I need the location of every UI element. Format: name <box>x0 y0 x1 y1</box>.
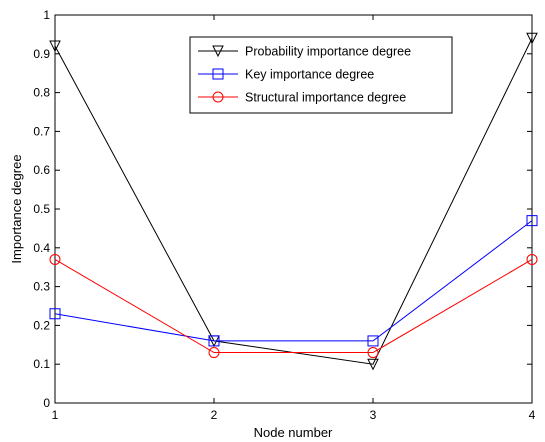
data-point <box>49 40 61 53</box>
data-point <box>526 215 538 227</box>
data-point <box>49 308 61 320</box>
series-line <box>54 220 533 342</box>
x-axis: 1 2 3 4 <box>52 15 536 422</box>
legend: Probability importance degree Key importa… <box>189 36 453 114</box>
x-tick-label: 2 <box>211 408 218 422</box>
y-tick-label: 0.7 <box>33 124 50 138</box>
series-layer <box>49 32 538 371</box>
legend-marker <box>212 91 224 103</box>
y-tick-label: 0.2 <box>33 318 50 332</box>
legend-item: Structural importance degree <box>198 91 406 105</box>
data-point <box>367 358 379 371</box>
y-tick-label: 0.1 <box>33 357 50 371</box>
series-3 <box>49 253 538 359</box>
data-point <box>526 253 538 265</box>
data-point <box>208 347 220 359</box>
series-2 <box>49 215 538 347</box>
x-tick-label: 3 <box>370 408 377 422</box>
y-axis: 0 0.1 0.2 0.3 0.4 0.5 0.6 0.7 0.8 0.9 1 <box>33 8 532 410</box>
y-axis-label: Importance degree <box>9 154 24 263</box>
data-point <box>367 347 379 359</box>
x-axis-label: Node number <box>254 425 333 440</box>
data-point <box>49 253 61 265</box>
y-tick-label: 0.4 <box>33 241 50 255</box>
y-tick-label: 0.3 <box>33 280 50 294</box>
legend-item: Key importance degree <box>198 68 374 82</box>
legend-label: Structural importance degree <box>245 91 406 105</box>
legend-label: Key importance degree <box>245 68 374 82</box>
legend-marker <box>212 45 224 58</box>
data-point <box>526 32 538 45</box>
y-tick-label: 1 <box>43 8 50 22</box>
legend-label: Probability importance degree <box>245 45 411 59</box>
x-tick-label: 1 <box>52 408 59 422</box>
data-point <box>367 335 379 347</box>
legend-item: Probability importance degree <box>198 45 411 59</box>
y-tick-label: 0.8 <box>33 86 50 100</box>
series-line <box>54 259 533 354</box>
y-tick-label: 0.9 <box>33 47 50 61</box>
legend-marker <box>212 68 224 80</box>
x-tick-label: 4 <box>529 408 536 422</box>
y-tick-label: 0 <box>43 396 50 410</box>
data-point <box>208 335 220 347</box>
y-tick-label: 0.6 <box>33 163 50 177</box>
legend-box <box>189 36 453 114</box>
y-tick-label: 0.5 <box>33 202 50 216</box>
